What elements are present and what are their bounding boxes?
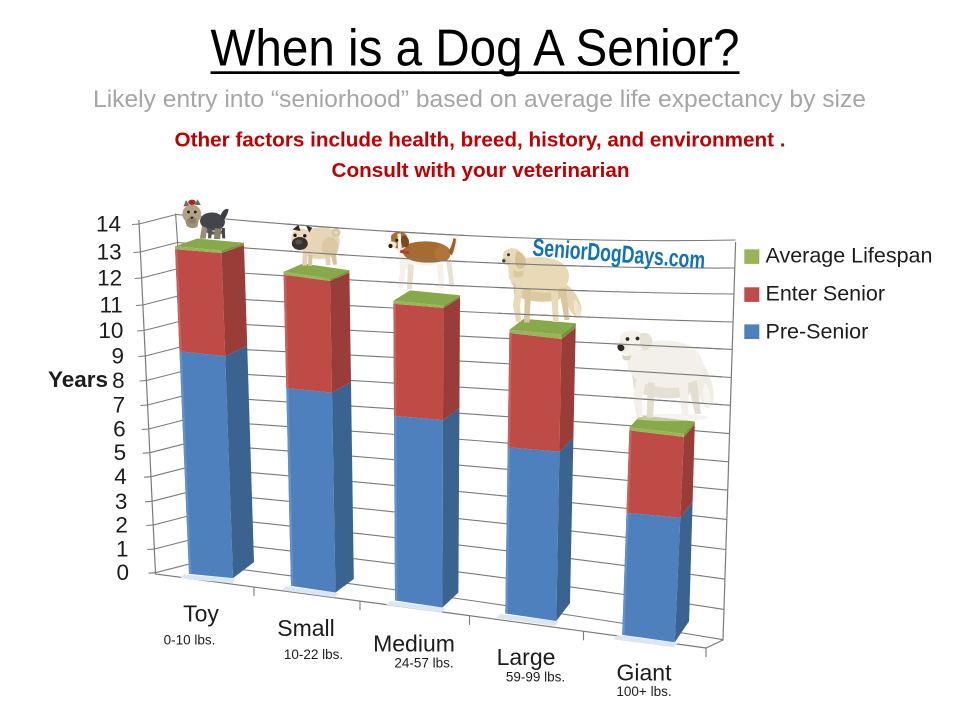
- svg-text:24-57 lbs.: 24-57 lbs.: [394, 656, 453, 671]
- svg-text:13: 13: [97, 240, 122, 265]
- svg-text:4: 4: [114, 464, 127, 489]
- svg-text:Average Lifespan: Average Lifespan: [766, 244, 933, 268]
- svg-text:Toy: Toy: [183, 601, 219, 627]
- svg-text:10-22 lbs.: 10-22 lbs.: [284, 647, 343, 662]
- svg-text:Years: Years: [48, 367, 108, 392]
- svg-text:12: 12: [97, 266, 122, 291]
- svg-text:0: 0: [116, 560, 129, 585]
- svg-text:100+ lbs.: 100+ lbs.: [616, 684, 671, 699]
- svg-text:59-99 lbs.: 59-99 lbs.: [506, 670, 565, 685]
- svg-text:7: 7: [113, 393, 126, 418]
- svg-text:When is a Dog A Senior?: When is a Dog A Senior?: [211, 20, 740, 78]
- svg-text:Medium: Medium: [373, 631, 455, 657]
- svg-text:9: 9: [111, 344, 124, 369]
- svg-text:Other factors include health,: Other factors include health, breed, his…: [175, 129, 786, 152]
- svg-text:6: 6: [113, 417, 126, 442]
- svg-text:10: 10: [98, 318, 123, 343]
- svg-text:Enter Senior: Enter Senior: [766, 282, 886, 306]
- svg-text:8: 8: [112, 368, 125, 393]
- svg-text:Giant: Giant: [617, 660, 673, 686]
- svg-text:1: 1: [116, 537, 129, 562]
- svg-text:Large: Large: [497, 644, 556, 670]
- svg-text:Pre-Senior: Pre-Senior: [766, 320, 869, 344]
- svg-text:0-10 lbs.: 0-10 lbs.: [164, 633, 216, 648]
- svg-text:3: 3: [115, 489, 128, 514]
- svg-text:Small: Small: [277, 615, 335, 641]
- svg-text:11: 11: [99, 293, 122, 318]
- svg-text:14: 14: [96, 212, 121, 237]
- svg-text:2: 2: [115, 513, 128, 538]
- svg-text:5: 5: [114, 440, 127, 465]
- svg-text:Consult with your veterinarian: Consult with your veterinarian: [332, 159, 630, 182]
- svg-text:Likely entry into “seniorhood”: Likely entry into “seniorhood” based on …: [93, 86, 866, 113]
